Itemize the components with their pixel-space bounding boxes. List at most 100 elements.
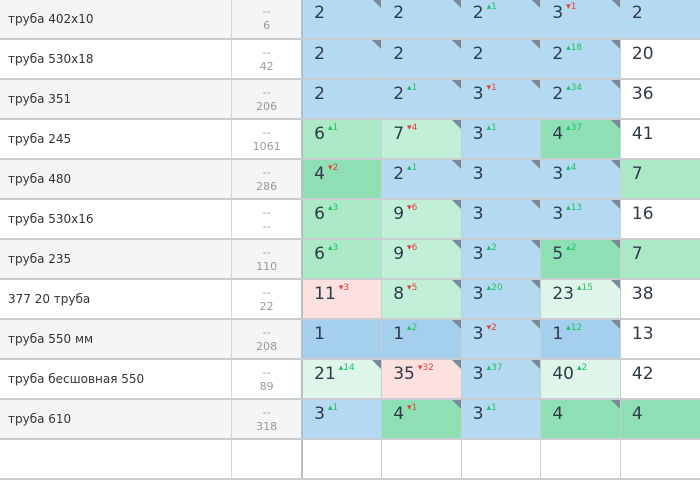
position-cell[interactable]: 1 ▴12: [540, 319, 621, 360]
position-cell[interactable]: 4 ▾2: [302, 159, 383, 200]
position-cell[interactable]: 11 ▾3: [302, 279, 383, 320]
position-cell[interactable]: 38: [620, 279, 700, 320]
keyword-name[interactable]: труба 530x16: [0, 199, 233, 240]
keyword-name[interactable]: труба 550 мм: [0, 319, 233, 360]
position-cell[interactable]: 6 ▴1: [302, 119, 383, 160]
corner-marker-icon[interactable]: [531, 320, 541, 329]
position-cell[interactable]: 2: [302, 79, 383, 120]
corner-marker-icon[interactable]: [531, 0, 541, 8]
position-cell[interactable]: 4: [620, 399, 700, 440]
position-change-value: 1: [332, 123, 339, 133]
corner-marker-icon[interactable]: [451, 200, 461, 209]
corner-marker-icon[interactable]: [531, 240, 541, 249]
corner-marker-icon[interactable]: [610, 400, 620, 409]
position-cell[interactable]: 20: [620, 39, 700, 80]
corner-marker-icon[interactable]: [451, 80, 461, 89]
position-cell[interactable]: 3: [461, 159, 542, 200]
position-cell[interactable]: 2 ▴34: [540, 79, 621, 120]
corner-marker-icon[interactable]: [610, 200, 620, 209]
keyword-name[interactable]: труба 245: [0, 119, 233, 160]
position-cell[interactable]: 2 ▴1: [381, 159, 462, 200]
position-cell[interactable]: 2 ▴1: [381, 79, 462, 120]
position-cell[interactable]: 40 ▴2: [540, 359, 621, 400]
corner-marker-icon[interactable]: [531, 40, 541, 49]
position-cell[interactable]: 3 ▴2: [461, 239, 542, 280]
corner-marker-icon[interactable]: [372, 0, 382, 8]
position-cell[interactable]: 2: [461, 39, 542, 80]
corner-marker-icon[interactable]: [610, 240, 620, 249]
position-cell[interactable]: 4 ▾1: [381, 399, 462, 440]
corner-marker-icon[interactable]: [531, 280, 541, 289]
keyword-name[interactable]: труба бесшовная 550: [0, 359, 233, 400]
position-cell[interactable]: 3 ▴1: [461, 399, 542, 440]
keyword-name[interactable]: труба 402x10: [0, 0, 233, 40]
keyword-name[interactable]: труба 480: [0, 159, 233, 200]
corner-marker-icon[interactable]: [531, 360, 541, 369]
position-cell[interactable]: 13: [620, 319, 700, 360]
position-cell[interactable]: 21 ▴14: [302, 359, 383, 400]
position-cell[interactable]: 36: [620, 79, 700, 120]
corner-marker-icon[interactable]: [451, 160, 461, 169]
position-cell[interactable]: 7 ▾4: [381, 119, 462, 160]
position-cell[interactable]: 3 ▴4: [540, 159, 621, 200]
corner-marker-icon[interactable]: [610, 320, 620, 329]
position-cell[interactable]: 41: [620, 119, 700, 160]
position-cell[interactable]: 2: [381, 0, 462, 40]
position-cell[interactable]: 7: [620, 159, 700, 200]
position-cell[interactable]: 3 ▴37: [461, 359, 542, 400]
corner-marker-icon[interactable]: [531, 80, 541, 89]
position-cell[interactable]: 42: [620, 359, 700, 400]
position-cell[interactable]: 3 ▴1: [302, 399, 383, 440]
position-cell[interactable]: 8 ▾5: [381, 279, 462, 320]
position-cell[interactable]: 3 ▴20: [461, 279, 542, 320]
keyword-name[interactable]: труба 530x18: [0, 39, 233, 80]
corner-marker-icon[interactable]: [451, 0, 461, 8]
position-cell[interactable]: 3 ▴1: [461, 119, 542, 160]
corner-marker-icon[interactable]: [451, 360, 461, 369]
position-cell[interactable]: 9 ▾6: [381, 239, 462, 280]
corner-marker-icon[interactable]: [531, 200, 541, 209]
position-cell[interactable]: 4: [540, 399, 621, 440]
position-cell[interactable]: 23 ▴15: [540, 279, 621, 320]
position-cell[interactable]: 4 ▴37: [540, 119, 621, 160]
position-cell[interactable]: 2 ▴1: [461, 0, 542, 40]
corner-marker-icon[interactable]: [531, 160, 541, 169]
position-cell[interactable]: 16: [620, 199, 700, 240]
corner-marker-icon[interactable]: [610, 160, 620, 169]
keyword-name[interactable]: труба 235: [0, 239, 233, 280]
position-cell[interactable]: 6 ▴3: [302, 199, 383, 240]
corner-marker-icon[interactable]: [610, 120, 620, 129]
keyword-name[interactable]: 377 20 труба: [0, 279, 233, 320]
position-cell[interactable]: 2: [620, 0, 700, 40]
position-cell[interactable]: 2 ▴18: [540, 39, 621, 80]
corner-marker-icon[interactable]: [372, 360, 382, 369]
position-cell[interactable]: 3 ▴13: [540, 199, 621, 240]
position-cell[interactable]: 3 ▾1: [461, 79, 542, 120]
corner-marker-icon[interactable]: [451, 240, 461, 249]
position-cell[interactable]: 3: [461, 199, 542, 240]
position-cell[interactable]: 2: [302, 0, 383, 40]
corner-marker-icon[interactable]: [610, 80, 620, 89]
position-cell[interactable]: 3 ▾1: [540, 0, 621, 40]
position-cell[interactable]: 9 ▾6: [381, 199, 462, 240]
corner-marker-icon[interactable]: [451, 120, 461, 129]
position-cell[interactable]: 3 ▾2: [461, 319, 542, 360]
position-cell[interactable]: 5 ▴2: [540, 239, 621, 280]
keyword-name[interactable]: труба 351: [0, 79, 233, 120]
position-cell[interactable]: 35 ▾32: [381, 359, 462, 400]
position-cell[interactable]: 6 ▴3: [302, 239, 383, 280]
corner-marker-icon[interactable]: [451, 280, 461, 289]
position-cell[interactable]: 2: [381, 39, 462, 80]
corner-marker-icon[interactable]: [610, 40, 620, 49]
corner-marker-icon[interactable]: [372, 40, 382, 49]
corner-marker-icon[interactable]: [451, 40, 461, 49]
position-cell[interactable]: 2: [302, 39, 383, 80]
corner-marker-icon[interactable]: [451, 320, 461, 329]
corner-marker-icon[interactable]: [610, 0, 620, 8]
position-cell[interactable]: 1: [302, 319, 383, 360]
position-cell[interactable]: 1 ▴2: [381, 319, 462, 360]
position-cell[interactable]: 7: [620, 239, 700, 280]
keyword-name[interactable]: труба 610: [0, 399, 233, 440]
corner-marker-icon[interactable]: [610, 280, 620, 289]
corner-marker-icon[interactable]: [451, 400, 461, 409]
